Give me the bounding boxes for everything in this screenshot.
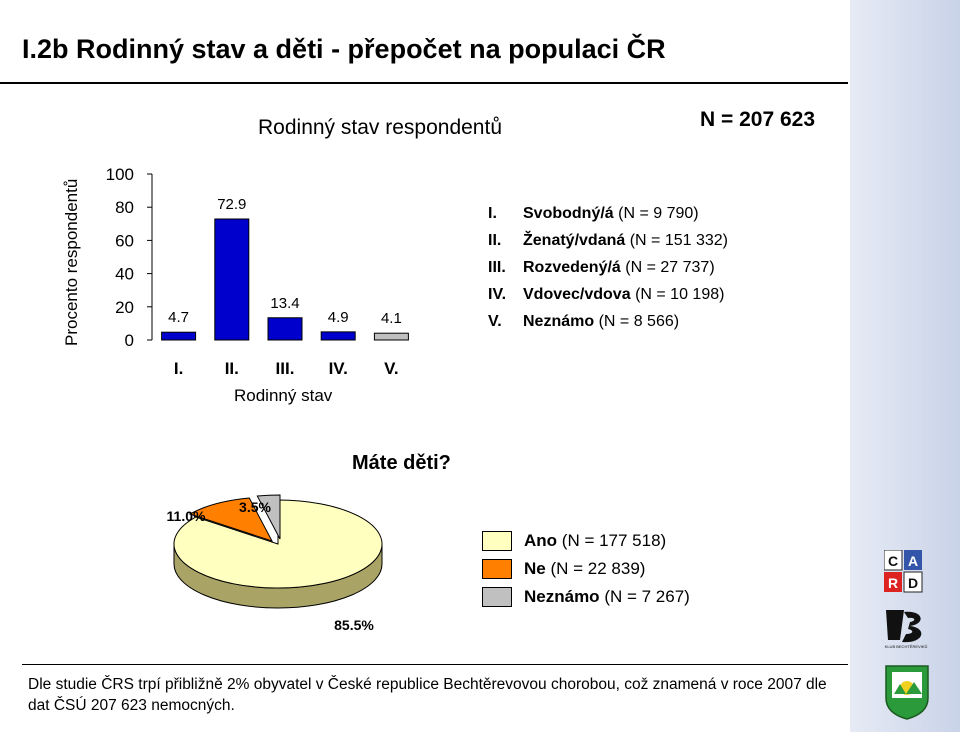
card-logo-d (903, 571, 923, 593)
bar-chart: 0 20 40 60 80 100 4.7 I. 72.9 II. 13.4 III. 4.9 IV. 4.… (106, 165, 409, 378)
legend-count: (N = 151 332) (629, 232, 728, 249)
y-tick-label: 20 (115, 298, 134, 317)
y-tick-label: 80 (115, 198, 134, 217)
bar-1 (161, 331, 197, 341)
card-logo-letter: D (908, 575, 918, 591)
pie-value-label: 85.5% (334, 617, 374, 633)
card-logo-letter: R (888, 575, 898, 591)
bar-chart-xlabel: Rodinný stav (234, 386, 333, 405)
page-title: I.2b Rodinný stav a děti - přepočet na p… (22, 34, 666, 64)
bar-3 (267, 317, 303, 341)
title-divider (0, 82, 848, 84)
y-tick-label: 100 (106, 165, 134, 184)
klub-logo-caption: KLUB BECHTĚREVIKŮ (885, 644, 928, 649)
bar-2 (214, 218, 250, 341)
bar-value-label: 13.4 (270, 295, 299, 312)
footnote-divider (22, 664, 848, 665)
bar-value-label: 72.9 (217, 196, 246, 213)
pie-slice-ano (173, 499, 383, 589)
legend-roman: V. (488, 313, 502, 330)
bar-value-label: 4.7 (168, 309, 189, 326)
x-tick-label: II. (225, 359, 239, 378)
legend-item-rozvedeny: III. Rozvedený/á (N = 27 737) (488, 254, 728, 281)
legend-label: Neznámo (523, 313, 595, 330)
legend-roman: III. (488, 259, 506, 276)
x-tick-label: IV. (329, 359, 348, 378)
legend-swatch-ano (482, 531, 512, 551)
legend-count: (N = 7 267) (604, 587, 690, 606)
klub-logo: KLUB BECHTĚREVIKŮ (885, 610, 928, 649)
bar-value-label: 4.1 (381, 310, 402, 327)
card-logo-r (884, 572, 902, 592)
y-tick-label: 40 (115, 265, 134, 284)
y-tick-label: 60 (115, 231, 134, 250)
legend-label: Neznámo (524, 587, 600, 606)
legend-roman: II. (488, 232, 502, 249)
side-strip (850, 0, 960, 732)
bar-chart-title: Rodinný stav respondentů (258, 116, 502, 139)
legend-label: Ženatý/vdaná (523, 232, 626, 249)
footnote: Dle studie ČRS trpí přibližně 2% obyvate… (28, 676, 827, 714)
legend-count: (N = 27 737) (625, 259, 715, 276)
y-tick-label: 0 (125, 331, 134, 350)
legend-count: (N = 10 198) (635, 286, 725, 303)
x-tick-label: I. (174, 359, 183, 378)
x-tick-label: V. (384, 359, 399, 378)
legend-label: Ne (524, 559, 546, 578)
legend-label: Vdovec/vdova (523, 286, 631, 303)
pie-slice-neznamo (256, 494, 281, 540)
legend-roman: I. (488, 205, 497, 222)
card-logo-a (904, 550, 922, 570)
bar-value-label: 4.9 (328, 309, 349, 326)
card-logo: C A R D (884, 550, 923, 593)
x-tick-label: III. (276, 359, 295, 378)
pie-slice-ne (188, 497, 274, 542)
pie-value-label: 3.5% (239, 499, 271, 515)
legend-label: Rozvedený/á (523, 259, 621, 276)
legend-count: (N = 9 790) (618, 205, 699, 222)
legend-item-zenaty: II. Ženatý/vdaná (N = 151 332) (488, 227, 728, 254)
bar-chart-legend: I. Svobodný/á (N = 9 790) II. Ženatý/vdaná… (488, 200, 728, 335)
legend-count: (N = 8 566) (598, 313, 680, 330)
pie-value-label: 11.0% (167, 508, 206, 524)
total-count: N = 207 623 (700, 108, 816, 131)
emblem-logo (885, 665, 929, 720)
legend-count: (N = 22 839) (550, 559, 646, 578)
legend-item-neznamo: V. Neznámo (N = 8 566) (488, 308, 728, 335)
card-logo-c (884, 550, 903, 571)
bar-4 (320, 331, 356, 341)
card-logo-letter: C (888, 553, 898, 569)
legend-roman: IV. (488, 286, 507, 303)
legend-count: (N = 177 518) (561, 531, 667, 550)
pie-chart-title: Máte děti? (352, 452, 451, 474)
legend-item-vdovec: IV. Vdovec/vdova (N = 10 198) (488, 281, 728, 308)
legend-label: Ano (524, 531, 558, 550)
bar-5 (373, 332, 409, 341)
legend-item-svobodny: I. Svobodný/á (N = 9 790) (488, 200, 728, 227)
legend-swatch-ne (482, 559, 512, 579)
legend-swatch-neznamo (482, 587, 512, 607)
card-logo-letter: A (908, 553, 918, 569)
pie-chart: 85.5% 11.0% 3.5% (167, 494, 383, 633)
legend-label: Svobodný/á (523, 205, 614, 222)
